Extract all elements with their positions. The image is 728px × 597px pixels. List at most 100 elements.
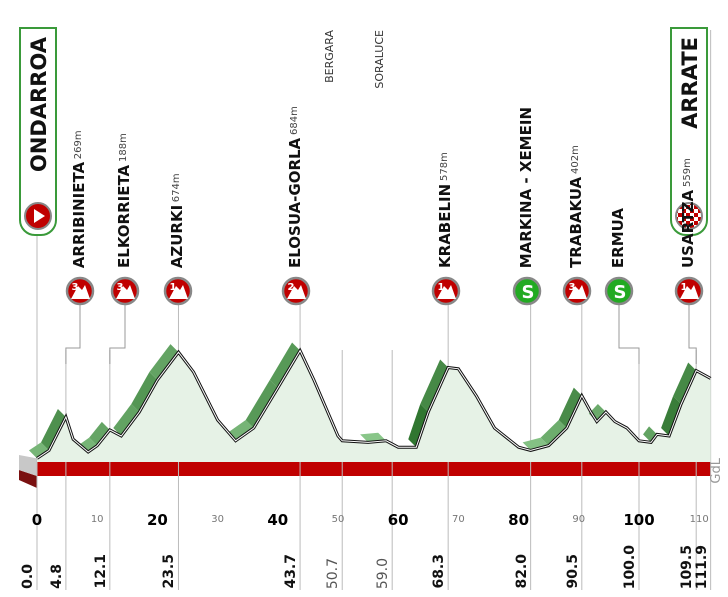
mountain-icon <box>437 285 456 299</box>
profile-slope-band <box>673 362 697 404</box>
point-altitude: 559m <box>682 157 693 187</box>
town-label: SORALUCE <box>373 30 386 89</box>
profile-slope-band <box>89 421 110 446</box>
climb-category-number: 2 <box>288 282 295 293</box>
finish-bar <box>37 462 711 476</box>
distance-label: 12.1 <box>92 554 109 589</box>
town-label: BERGARA <box>323 30 336 83</box>
point-label: ELOSUA-GORLA 684m <box>286 106 304 268</box>
leader-line <box>618 304 640 364</box>
mountain-icon <box>116 285 135 299</box>
mountain-icon <box>287 285 306 299</box>
point-name: USARTZA <box>679 189 697 268</box>
climb-category-number: 3 <box>117 282 124 293</box>
profile-slope-band <box>41 408 66 451</box>
distance-label: 23.5 <box>161 554 178 589</box>
point-label: ARRIBINIETA 269m <box>70 130 88 268</box>
climb-category-number: 3 <box>569 282 576 293</box>
point-name: ARRIBINIETA <box>70 161 88 268</box>
profile-slope-band <box>149 344 179 380</box>
profile-slope-band <box>408 404 429 448</box>
point-name: ERMUA <box>609 207 627 268</box>
leader-line <box>65 304 81 364</box>
axis-tick-label: 50 <box>331 514 345 525</box>
finish-box: ARRATE <box>670 27 708 236</box>
leader-line <box>688 304 697 364</box>
point-altitude: 188m <box>118 133 129 162</box>
base-side-grey <box>19 455 37 476</box>
profile-slope-band <box>269 342 301 388</box>
axis-tick-label: 70 <box>452 514 465 525</box>
distance-label: 68.3 <box>431 554 448 589</box>
distance-label: 109.5 <box>679 544 696 589</box>
mountain-icon <box>568 285 587 299</box>
point-label: AZURKI 674m <box>168 173 186 268</box>
start-box: ONDARROA <box>19 27 57 236</box>
distance-label: 4.8 <box>48 564 65 589</box>
point-altitude: 402m <box>570 145 581 174</box>
point-altitude: 269m <box>73 129 84 159</box>
sprint-icon <box>512 276 542 306</box>
climb-category-number: 1 <box>170 282 177 293</box>
leader-line <box>109 304 126 364</box>
point-label: MARKINA - XEMEIN <box>517 107 535 268</box>
profile-slope-band <box>131 372 158 412</box>
axis-tick-label: 10 <box>90 514 104 525</box>
mountain-icon <box>71 285 90 299</box>
profile-slope-band <box>420 359 449 412</box>
distance-label: 50.7 <box>325 557 342 589</box>
sprint-icon <box>604 276 634 306</box>
mountain-icon <box>169 285 188 299</box>
point-altitude: 684m <box>289 106 300 135</box>
point-label: ELKORRIETA 188m <box>115 133 133 268</box>
axis-tick-label: 30 <box>211 514 224 525</box>
point-name: KRABELIN <box>436 183 454 268</box>
point-name: TRABAKUA <box>567 176 585 268</box>
distance-label: 43.7 <box>283 554 300 589</box>
checkered-flag-icon <box>675 202 703 230</box>
climb-category-number: 3 <box>72 282 79 293</box>
distance-label: 59.0 <box>375 557 392 589</box>
mountain-icon <box>680 285 699 299</box>
sprint-letter: S <box>522 282 535 303</box>
profile-slope-band <box>558 387 582 428</box>
profile-slope-band <box>661 396 682 436</box>
sprint-letter: S <box>614 282 627 303</box>
point-name: ELOSUA-GORLA <box>286 137 304 268</box>
climb-category-number: 1 <box>681 282 688 293</box>
axis-tick-label: 60 <box>387 511 409 529</box>
profile-slope-band <box>227 420 254 441</box>
distance-label: 0.0 <box>20 564 36 589</box>
finish-name: ARRATE <box>678 37 702 129</box>
start-play-icon <box>24 202 52 230</box>
point-label: ERMUA <box>609 208 627 268</box>
profile-line-inner <box>36 349 711 459</box>
point-name: ELKORRIETA <box>115 164 133 268</box>
axis-tick-label: 110 <box>689 514 709 525</box>
distance-label: 90.5 <box>564 554 581 589</box>
gdl-logo: GdL <box>709 458 724 484</box>
point-altitude: 578m <box>439 152 450 181</box>
distance-label: 82.0 <box>513 554 530 589</box>
axis-tick-label: 40 <box>267 511 289 529</box>
point-label: KRABELIN 578m <box>436 152 454 268</box>
profile-area <box>37 350 711 462</box>
axis-tick-label: 20 <box>146 511 168 529</box>
climb-category-number: 1 <box>438 282 445 293</box>
axis-tick-label: 100 <box>623 511 655 529</box>
point-name: MARKINA - XEMEIN <box>517 106 535 268</box>
axis-tick-label: 0 <box>31 511 43 529</box>
point-label: USARTZA 559m <box>679 158 697 268</box>
profile-slope-band <box>113 404 140 436</box>
point-name: AZURKI <box>168 204 186 268</box>
profile-slope-band <box>245 380 278 428</box>
profile-slope-band <box>29 442 50 459</box>
axis-tick-label: 80 <box>508 511 530 529</box>
point-label: TRABAKUA 402m <box>567 145 585 268</box>
distance-label: 111.9 <box>693 544 710 589</box>
point-altitude: 674m <box>171 172 182 202</box>
distance-label: 100.0 <box>622 544 638 589</box>
axis-tick-label: 90 <box>572 514 586 525</box>
